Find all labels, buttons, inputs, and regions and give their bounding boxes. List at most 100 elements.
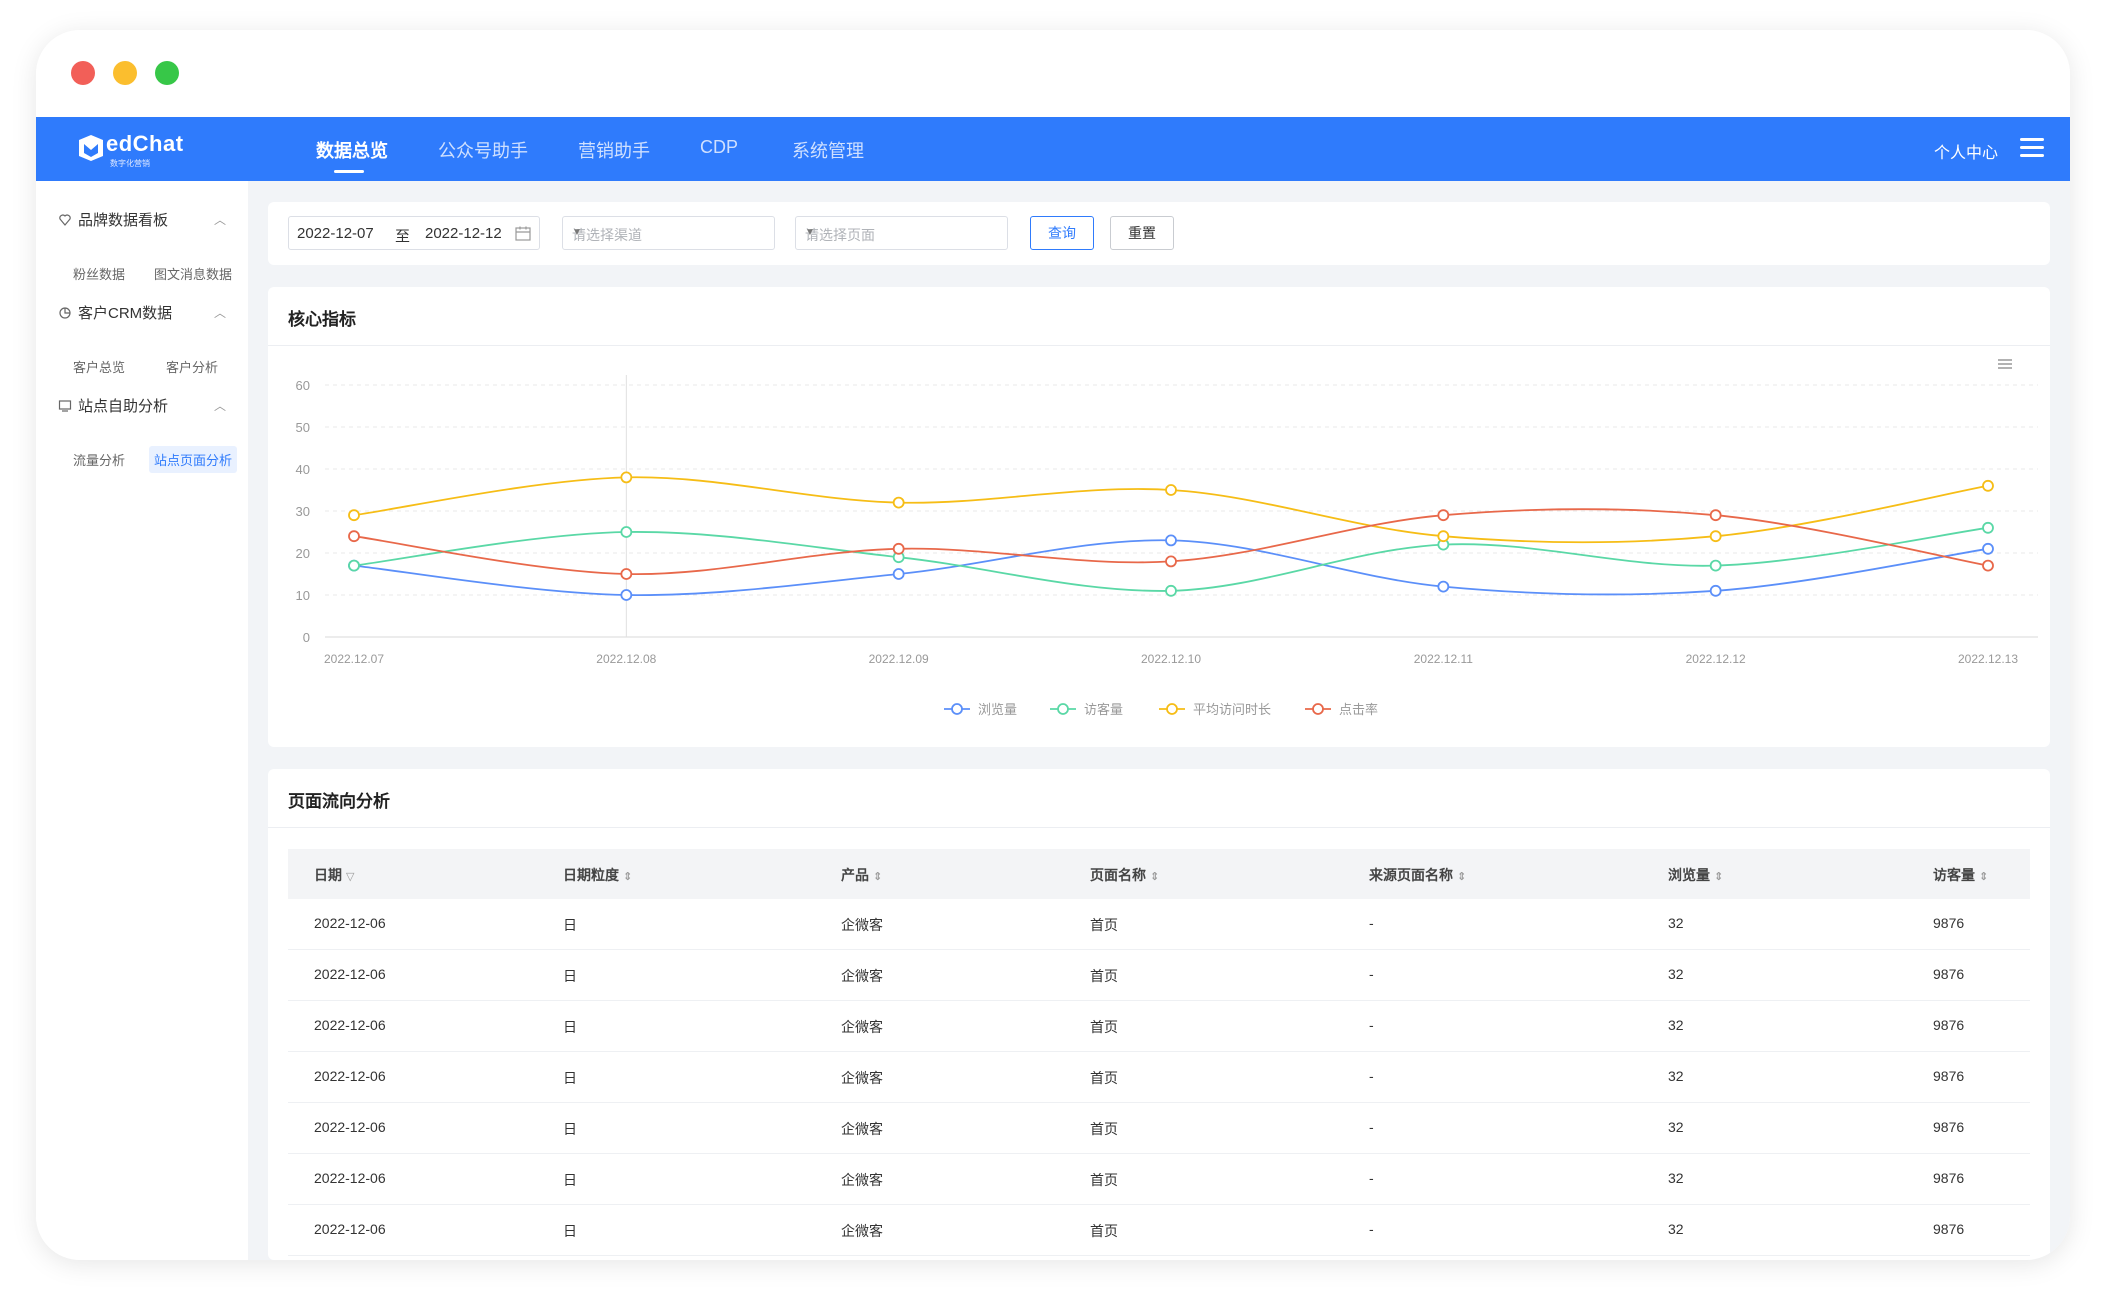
y-tick-label: 10 bbox=[296, 588, 310, 603]
sidebar-group-site[interactable]: 站点自助分析 bbox=[58, 395, 168, 416]
chevron-up-icon[interactable]: ︿ bbox=[214, 306, 227, 320]
legend-label: 浏览量 bbox=[978, 702, 1017, 717]
table-cell: 9876 bbox=[1933, 1017, 1965, 1033]
sidebar-item-traffic[interactable]: 流量分析 bbox=[73, 453, 126, 468]
minimize-dot[interactable] bbox=[113, 61, 137, 85]
sort-icon[interactable]: ⇕ bbox=[623, 871, 633, 883]
pie-chart-icon bbox=[59, 306, 71, 319]
table-cell: 2022-12-06 bbox=[314, 1068, 386, 1084]
legend-label: 平均访问时长 bbox=[1193, 702, 1271, 717]
user-center-link[interactable]: 个人中心 bbox=[1933, 145, 1998, 162]
nav-data-overview[interactable]: 数据总览 bbox=[316, 141, 388, 161]
data-point bbox=[348, 530, 360, 543]
table-cell: 日 bbox=[563, 1070, 577, 1086]
table-cell: - bbox=[1369, 1170, 1374, 1186]
data-point bbox=[620, 589, 633, 601]
x-tick-label: 2022.12.10 bbox=[1141, 652, 1201, 666]
column-header[interactable]: 访客量 ⇕ bbox=[1933, 865, 1988, 885]
table-cell: 企微客 bbox=[841, 968, 883, 984]
data-point bbox=[1165, 484, 1177, 496]
filter-icon[interactable]: ▽ bbox=[346, 871, 355, 883]
channel-placeholder: 请选择渠道 bbox=[572, 227, 642, 243]
channel-select[interactable]: 请选择渠道 ▼ bbox=[562, 216, 775, 250]
data-point bbox=[1982, 542, 1994, 555]
sidebar-group-crm[interactable]: 客户CRM数据 bbox=[58, 302, 172, 323]
nav-marketing[interactable]: 营销助手 bbox=[578, 141, 650, 161]
page-select[interactable]: 请选择页面 ▼ bbox=[795, 216, 1008, 250]
hamburger-menu-icon[interactable] bbox=[2020, 138, 2044, 158]
legend-marker bbox=[1057, 703, 1069, 715]
query-button[interactable]: 查询 bbox=[1030, 216, 1094, 250]
column-header-label: 来源页面名称 bbox=[1369, 867, 1453, 883]
table-cell: 32 bbox=[1668, 966, 1684, 982]
sidebar-item-customer-analysis[interactable]: 客户分析 bbox=[166, 360, 219, 375]
sort-icon[interactable]: ⇕ bbox=[1150, 871, 1160, 883]
table-cell: 32 bbox=[1668, 1221, 1684, 1237]
sidebar-item-site-page-analysis[interactable]: 站点页面分析 bbox=[149, 446, 238, 473]
table-cell: - bbox=[1369, 966, 1374, 982]
y-tick-label: 40 bbox=[296, 462, 310, 477]
data-point bbox=[892, 568, 905, 580]
table-row[interactable]: 2022-12-06 日 企微客 首页 - 32 9876 bbox=[288, 1103, 2030, 1154]
column-header[interactable]: 浏览量 ⇕ bbox=[1668, 865, 1723, 885]
table-row[interactable]: 2022-12-06 日 企微客 首页 - 32 9876 bbox=[288, 899, 2030, 950]
nav-cdp[interactable]: CDP bbox=[700, 137, 739, 157]
table-row[interactable]: 2022-12-06 日 企微客 首页 - 32 9876 bbox=[288, 950, 2030, 1001]
date-range-picker[interactable]: 2022-12-07 至 2022-12-12 bbox=[288, 216, 540, 250]
sidebar-group-label: 客户CRM数据 bbox=[78, 305, 173, 322]
data-point bbox=[1982, 479, 1994, 492]
date-end: 2022-12-12 bbox=[425, 225, 502, 242]
column-header[interactable]: 日期粒度 ⇕ bbox=[563, 865, 632, 885]
table-cell: 日 bbox=[563, 1019, 577, 1035]
column-header[interactable]: 产品 ⇕ bbox=[841, 865, 882, 885]
sidebar-group-label: 品牌数据看板 bbox=[78, 212, 169, 229]
card-divider bbox=[268, 345, 2050, 346]
chevron-up-icon[interactable]: ︿ bbox=[214, 213, 227, 227]
nav-official-account[interactable]: 公众号助手 bbox=[438, 141, 528, 161]
table-row[interactable]: 2022-12-06 日 企微客 首页 - 32 9876 bbox=[288, 1052, 2030, 1103]
data-point bbox=[348, 559, 360, 572]
reset-button[interactable]: 重置 bbox=[1110, 216, 1174, 250]
data-point bbox=[348, 509, 360, 522]
sort-icon[interactable]: ⇕ bbox=[1979, 871, 1989, 883]
top-navigation: edChat 数字化营销 数据总览 公众号助手 营销助手 CDP 系统管理 个人… bbox=[36, 117, 2070, 181]
legend-marker bbox=[1312, 703, 1324, 715]
sidebar-item-article-data[interactable]: 图文消息数据 bbox=[154, 267, 233, 282]
nav-active-indicator bbox=[334, 170, 364, 173]
table-cell: 日 bbox=[563, 1172, 577, 1188]
sort-icon[interactable]: ⇕ bbox=[1457, 871, 1467, 883]
brand-logo[interactable]: edChat 数字化营销 bbox=[76, 129, 186, 169]
column-header[interactable]: 页面名称 ⇕ bbox=[1090, 865, 1159, 885]
column-header[interactable]: 来源页面名称 ⇕ bbox=[1369, 865, 1466, 885]
chevron-up-icon[interactable]: ︿ bbox=[214, 399, 227, 413]
table-cell: 9876 bbox=[1933, 1170, 1965, 1186]
table-row[interactable]: 2022-12-06 日 企微客 首页 - 32 9876 bbox=[288, 1205, 2030, 1256]
x-tick-label: 2022.12.11 bbox=[1414, 652, 1473, 666]
line-chart: 0 10 20 30 40 50 60 2022.12.07 2022.12.08 2022.12… bbox=[296, 359, 2038, 717]
zoom-dot[interactable] bbox=[155, 61, 179, 85]
table-cell: 32 bbox=[1668, 1068, 1684, 1084]
sidebar-group-brand[interactable]: 品牌数据看板 bbox=[58, 209, 168, 230]
sort-icon[interactable]: ⇕ bbox=[1714, 871, 1724, 883]
table-cell: 日 bbox=[563, 968, 577, 984]
sidebar-item-fans[interactable]: 粉丝数据 bbox=[73, 267, 126, 282]
sort-icon[interactable]: ⇕ bbox=[873, 871, 883, 883]
sidebar-item-customer-overview[interactable]: 客户总览 bbox=[73, 360, 126, 375]
close-dot[interactable] bbox=[71, 61, 95, 85]
y-tick-label: 0 bbox=[303, 630, 310, 645]
table-row[interactable]: 2022-12-06 日 企微客 首页 - 32 9876 bbox=[288, 1001, 2030, 1052]
data-point bbox=[620, 526, 633, 538]
table-cell: 企微客 bbox=[841, 1070, 883, 1086]
table-cell: 9876 bbox=[1933, 966, 1965, 982]
table-row[interactable]: 2022-12-06 日 企微客 首页 - 32 9876 bbox=[288, 1154, 2030, 1205]
x-tick-label: 2022.12.12 bbox=[1686, 652, 1746, 666]
table-cell: 企微客 bbox=[841, 917, 883, 933]
data-point bbox=[1165, 534, 1177, 547]
data-point bbox=[1982, 521, 1994, 534]
table-cell: 9876 bbox=[1933, 1068, 1965, 1084]
nav-system[interactable]: 系统管理 bbox=[792, 141, 864, 161]
core-metrics-card: 核心指标 0 10 20 30 40 50 60 2022.12.07 2022.12.08 20… bbox=[268, 287, 2050, 747]
table-cell: 日 bbox=[563, 917, 577, 933]
column-header[interactable]: 日期 ▽ bbox=[314, 865, 354, 885]
table-cell: 企微客 bbox=[841, 1121, 883, 1137]
